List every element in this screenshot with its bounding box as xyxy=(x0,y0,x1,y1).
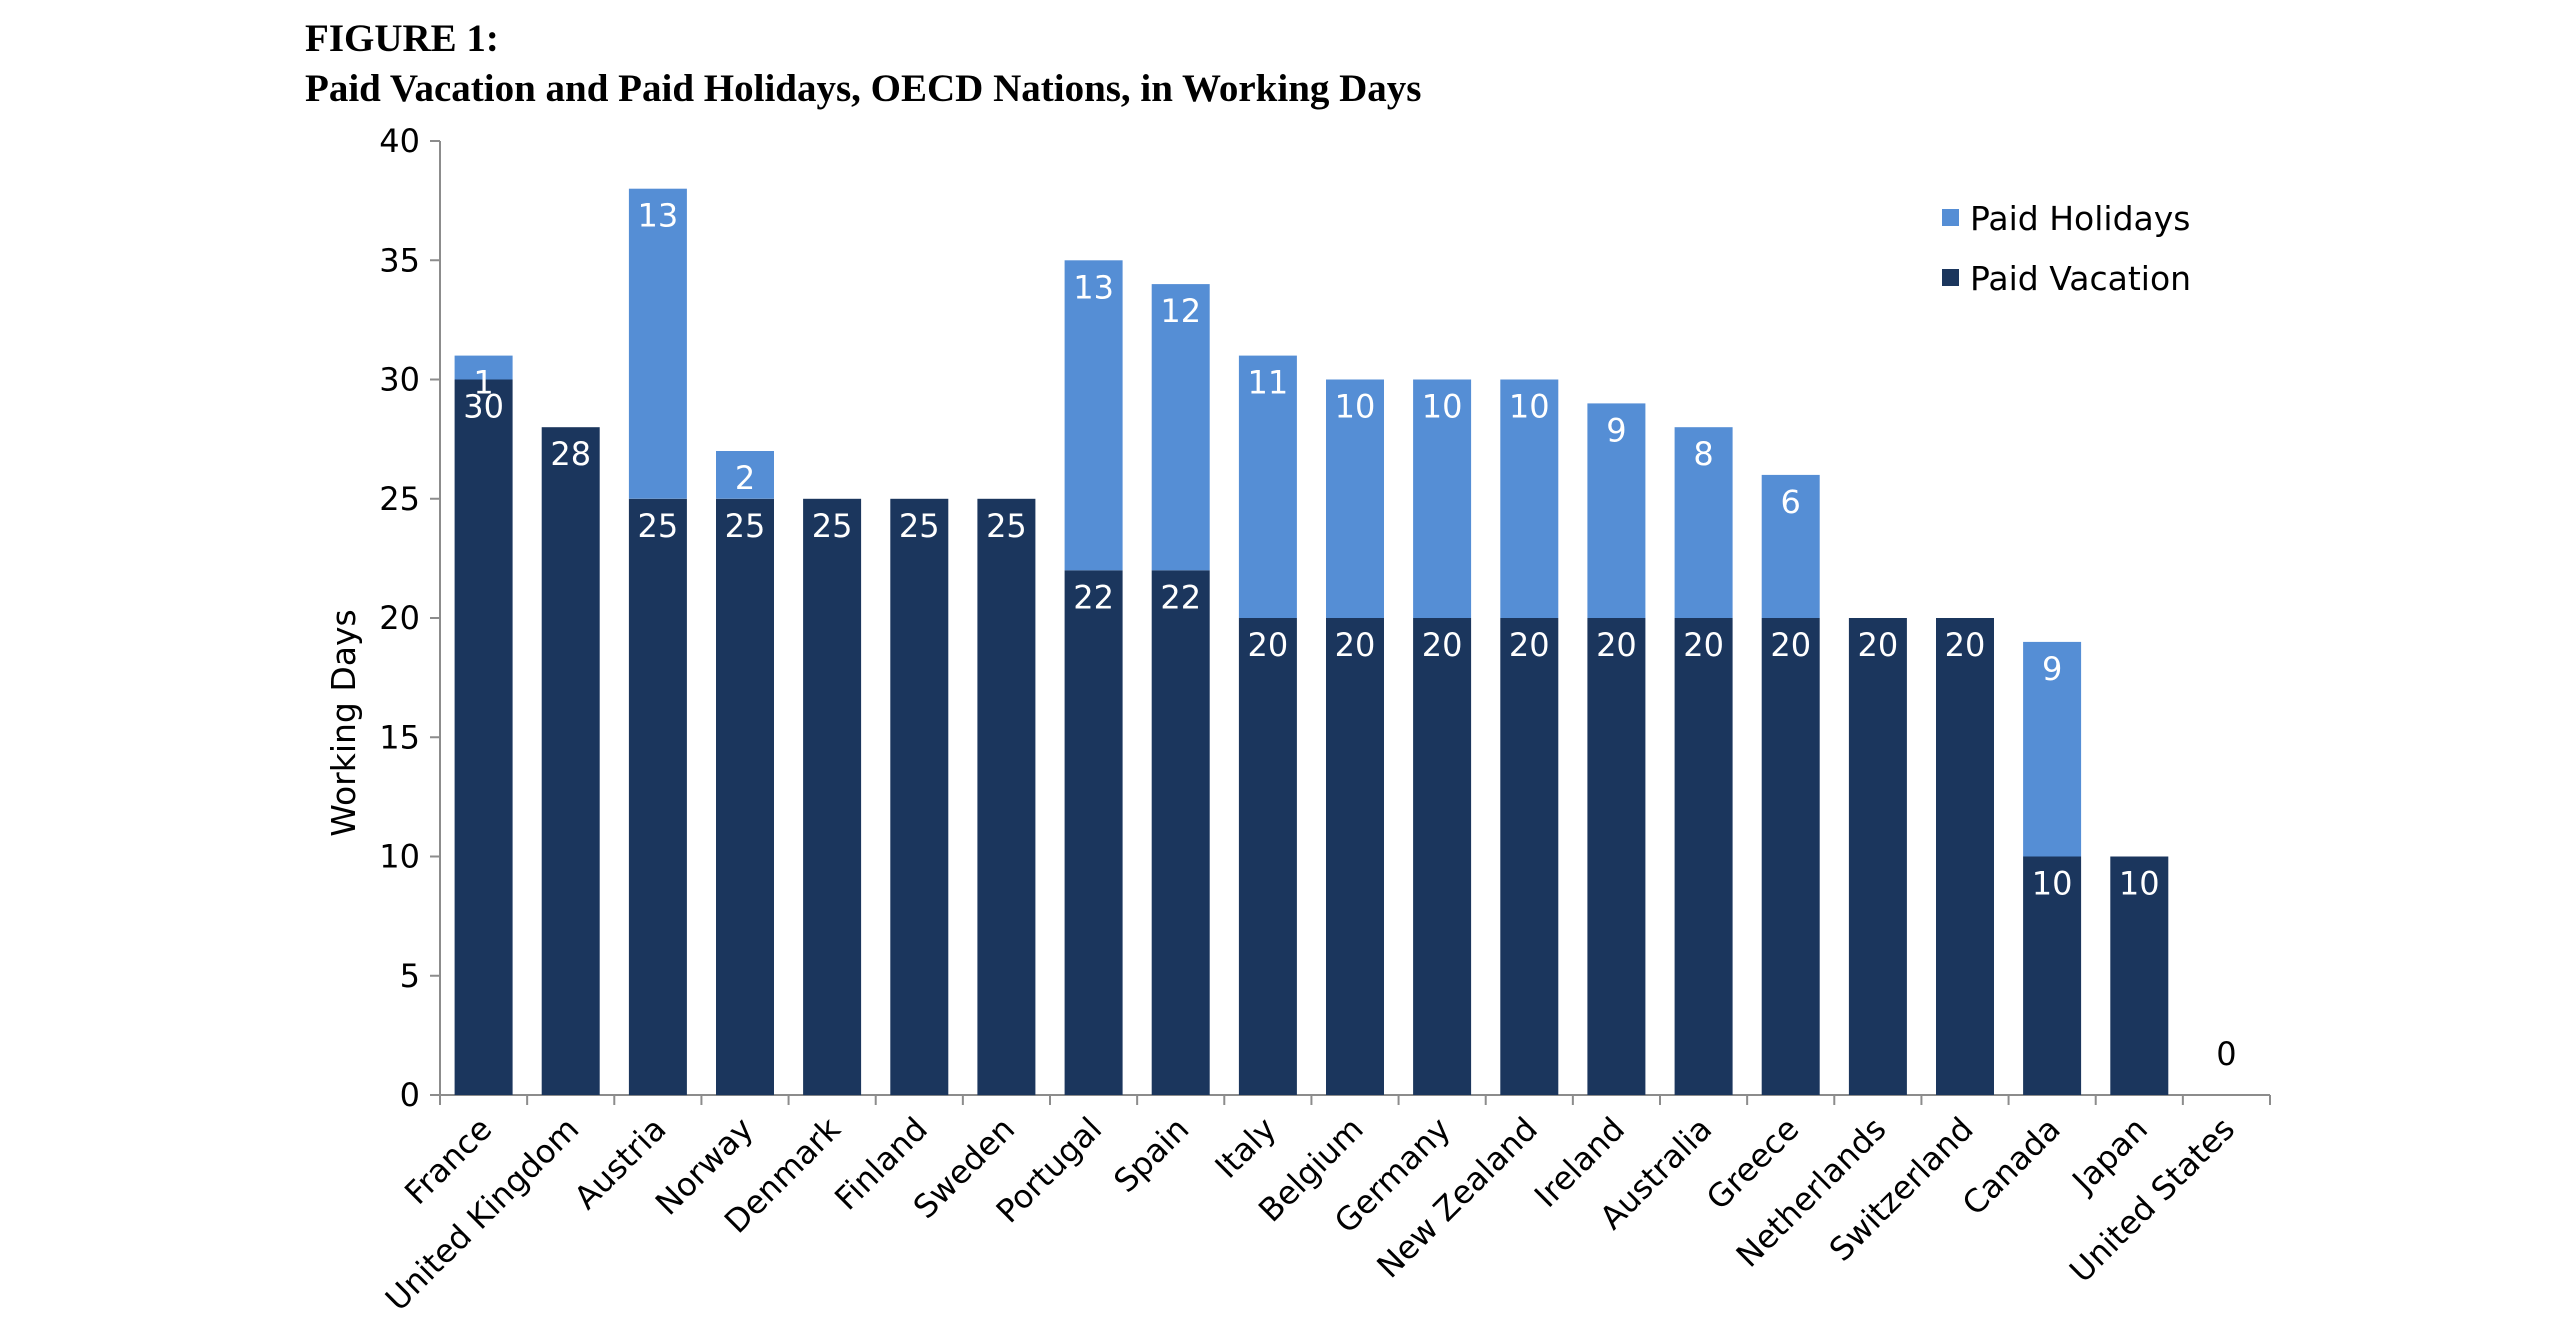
data-label: 25 xyxy=(637,507,678,545)
data-label: 2 xyxy=(735,459,755,497)
bar-segment xyxy=(1151,284,1210,571)
bar-segment xyxy=(716,498,774,1096)
data-label: 13 xyxy=(1073,268,1114,306)
data-label: 6 xyxy=(1781,483,1801,521)
data-label: 0 xyxy=(2216,1035,2236,1073)
bar-segment xyxy=(1674,618,1733,1095)
data-label: 10 xyxy=(2032,865,2073,903)
bar-segment xyxy=(454,355,513,380)
data-label: 20 xyxy=(1945,626,1986,664)
bar-segment xyxy=(1587,403,1646,618)
x-category-label: Italy xyxy=(1208,1110,1284,1186)
data-label: 12 xyxy=(1160,292,1201,330)
data-label: 20 xyxy=(1683,626,1724,664)
figure-title: Paid Vacation and Paid Holidays, OECD Na… xyxy=(305,67,1422,110)
bar-segment xyxy=(1848,618,1907,1095)
bar-segment xyxy=(1500,379,1559,618)
legend-label: Paid Vacation xyxy=(1970,259,2191,298)
data-label: 25 xyxy=(986,507,1027,545)
bar-segment xyxy=(1587,618,1646,1095)
y-tick-label: 10 xyxy=(379,838,420,876)
data-label: 25 xyxy=(812,507,853,545)
y-tick-label: 20 xyxy=(379,599,420,637)
y-tick-label: 25 xyxy=(379,480,420,518)
x-category-label: Spain xyxy=(1106,1110,1196,1200)
y-tick-label: 0 xyxy=(400,1076,420,1114)
legend-swatch xyxy=(1942,269,1959,286)
data-label: 9 xyxy=(2042,650,2062,688)
bar-segment xyxy=(803,498,862,1096)
data-label: 9 xyxy=(1606,411,1626,449)
bar-segment xyxy=(1326,379,1384,618)
bar-segment xyxy=(454,379,513,1095)
x-category-label: Canada xyxy=(1955,1110,2068,1223)
bar-segment xyxy=(1064,570,1123,1095)
bar-segment xyxy=(1413,618,1472,1095)
data-label: 10 xyxy=(2119,865,2160,903)
bar-segment xyxy=(1326,618,1384,1095)
figure-heading: FIGURE 1: Paid Vacation and Paid Holiday… xyxy=(305,14,1421,114)
bar-segment xyxy=(2110,856,2169,1095)
data-label: 10 xyxy=(1422,388,1463,426)
bar-segment xyxy=(1761,474,1820,618)
y-tick-label: 30 xyxy=(379,361,420,399)
y-axis-title: Working Days xyxy=(324,609,363,836)
bar-segment xyxy=(1761,618,1820,1095)
bar-segment xyxy=(628,188,687,499)
bar-segment xyxy=(977,498,1036,1096)
bar-segment xyxy=(628,498,687,1096)
data-label: 20 xyxy=(1509,626,1550,664)
data-label: 10 xyxy=(1509,388,1550,426)
y-tick-label: 15 xyxy=(379,718,420,756)
bar-segment xyxy=(1064,260,1123,571)
data-label: 30 xyxy=(463,388,504,426)
data-label: 22 xyxy=(1073,578,1114,616)
data-label: 20 xyxy=(1335,626,1376,664)
bar-segment xyxy=(1674,427,1733,618)
data-label: 20 xyxy=(1857,626,1898,664)
legend-label: Paid Holidays xyxy=(1970,199,2190,238)
data-label: 20 xyxy=(1596,626,1637,664)
data-label: 8 xyxy=(1693,435,1713,473)
bar-labels: 301 28 25 13 25 2 25 25 25 22 13 22 12 20 11 20 10 20 10 20… xyxy=(463,197,2236,1073)
data-label: 13 xyxy=(637,197,678,235)
y-tick-label: 5 xyxy=(400,957,420,995)
data-label: 20 xyxy=(1770,626,1811,664)
bar-segment xyxy=(2023,641,2082,857)
data-label: 10 xyxy=(1335,388,1376,426)
bar-segment xyxy=(1238,355,1297,618)
bar-segment xyxy=(1500,618,1559,1095)
data-label: 11 xyxy=(1247,364,1288,402)
bar-segment xyxy=(2023,856,2082,1095)
data-label: 25 xyxy=(725,507,766,545)
y-tick-label: 35 xyxy=(379,241,420,279)
legend: Paid Holidays Paid Vacation xyxy=(1942,199,2191,298)
data-label: 28 xyxy=(550,435,591,473)
bar-segment xyxy=(1936,618,1994,1095)
legend-swatch xyxy=(1942,209,1959,226)
bar-segment xyxy=(716,451,774,499)
data-label: 20 xyxy=(1422,626,1463,664)
bar-segment xyxy=(1413,379,1472,618)
bar-segment xyxy=(1238,618,1297,1095)
bar-segment xyxy=(541,427,600,1095)
data-label: 25 xyxy=(899,507,940,545)
bar-segment xyxy=(1151,570,1210,1095)
figure-label: FIGURE 1: xyxy=(305,17,499,60)
bar-segment xyxy=(890,498,949,1096)
y-axis: 0 5 10 15 20 25 30 35 40 xyxy=(379,122,441,1114)
bars xyxy=(454,188,2169,1096)
y-tick-label: 40 xyxy=(379,122,420,160)
data-label: 20 xyxy=(1247,626,1288,664)
data-label: 1 xyxy=(473,364,493,402)
data-label: 22 xyxy=(1160,578,1201,616)
